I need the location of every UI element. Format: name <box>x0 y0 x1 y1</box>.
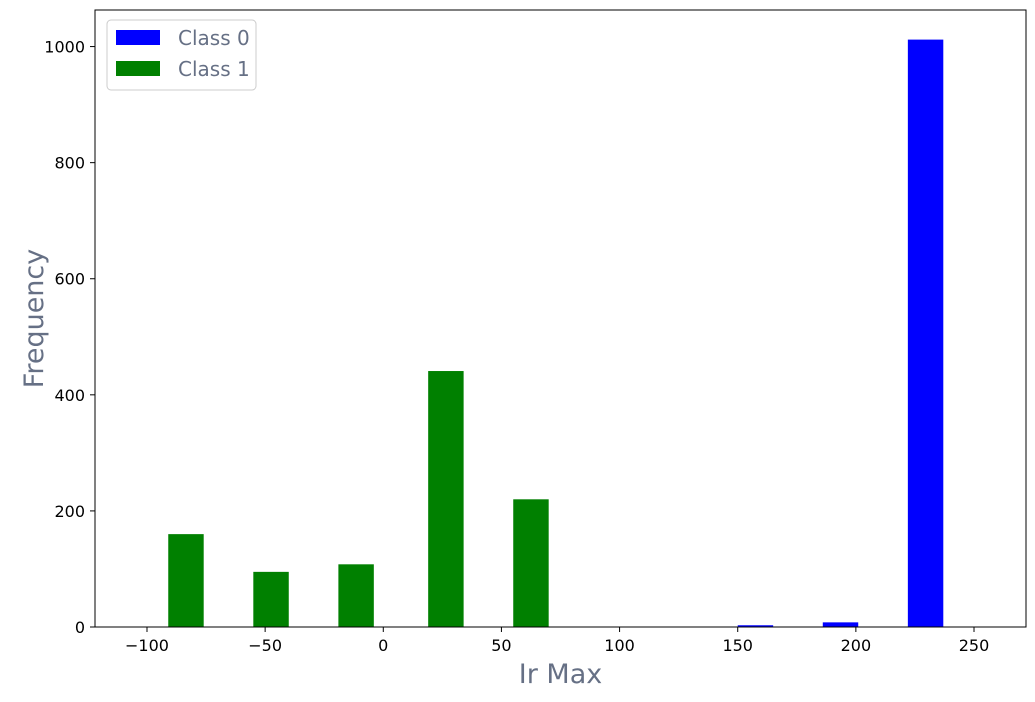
x-tick-label: 200 <box>841 636 872 655</box>
x-tick-label: 250 <box>959 636 990 655</box>
bar-class-1-1 <box>253 571 289 627</box>
y-axis-label: Frequency <box>19 249 50 389</box>
y-axis-ticks: 0 200 400 600 800 1000 <box>44 38 95 637</box>
bar-class-1-0 <box>168 534 204 627</box>
y-tick-label: 400 <box>54 386 85 405</box>
y-tick-label: 200 <box>54 502 85 521</box>
bar-class-1-2 <box>338 564 374 627</box>
bar-class-1-3 <box>428 371 464 627</box>
legend-label: Class 0 <box>178 26 250 50</box>
x-tick-label: 50 <box>491 636 511 655</box>
legend-label: Class 1 <box>178 57 250 81</box>
bar-class-1-4 <box>513 499 549 627</box>
bar-class-0-2 <box>907 39 944 628</box>
bar-class-0-0 <box>737 625 774 627</box>
y-tick-label: 0 <box>75 618 85 637</box>
legend-swatch <box>116 61 160 76</box>
y-tick-label: 600 <box>54 270 85 289</box>
x-axis-label: Ir Max <box>519 659 602 690</box>
x-tick-label: −50 <box>248 636 282 655</box>
y-tick-label: 1000 <box>44 38 85 57</box>
bar-class-0-1 <box>822 622 859 627</box>
plot-frame <box>94 9 1027 628</box>
legend: Class 0 Class 1 <box>106 19 257 91</box>
bars-group <box>168 39 944 628</box>
x-tick-label: 150 <box>722 636 753 655</box>
y-tick-label: 800 <box>54 154 85 173</box>
x-axis-ticks: −100 −50 0 50 100 150 200 250 <box>125 627 989 655</box>
x-tick-label: 100 <box>604 636 635 655</box>
x-tick-label: 0 <box>378 636 388 655</box>
legend-swatch <box>116 30 160 45</box>
x-tick-label: −100 <box>125 636 169 655</box>
